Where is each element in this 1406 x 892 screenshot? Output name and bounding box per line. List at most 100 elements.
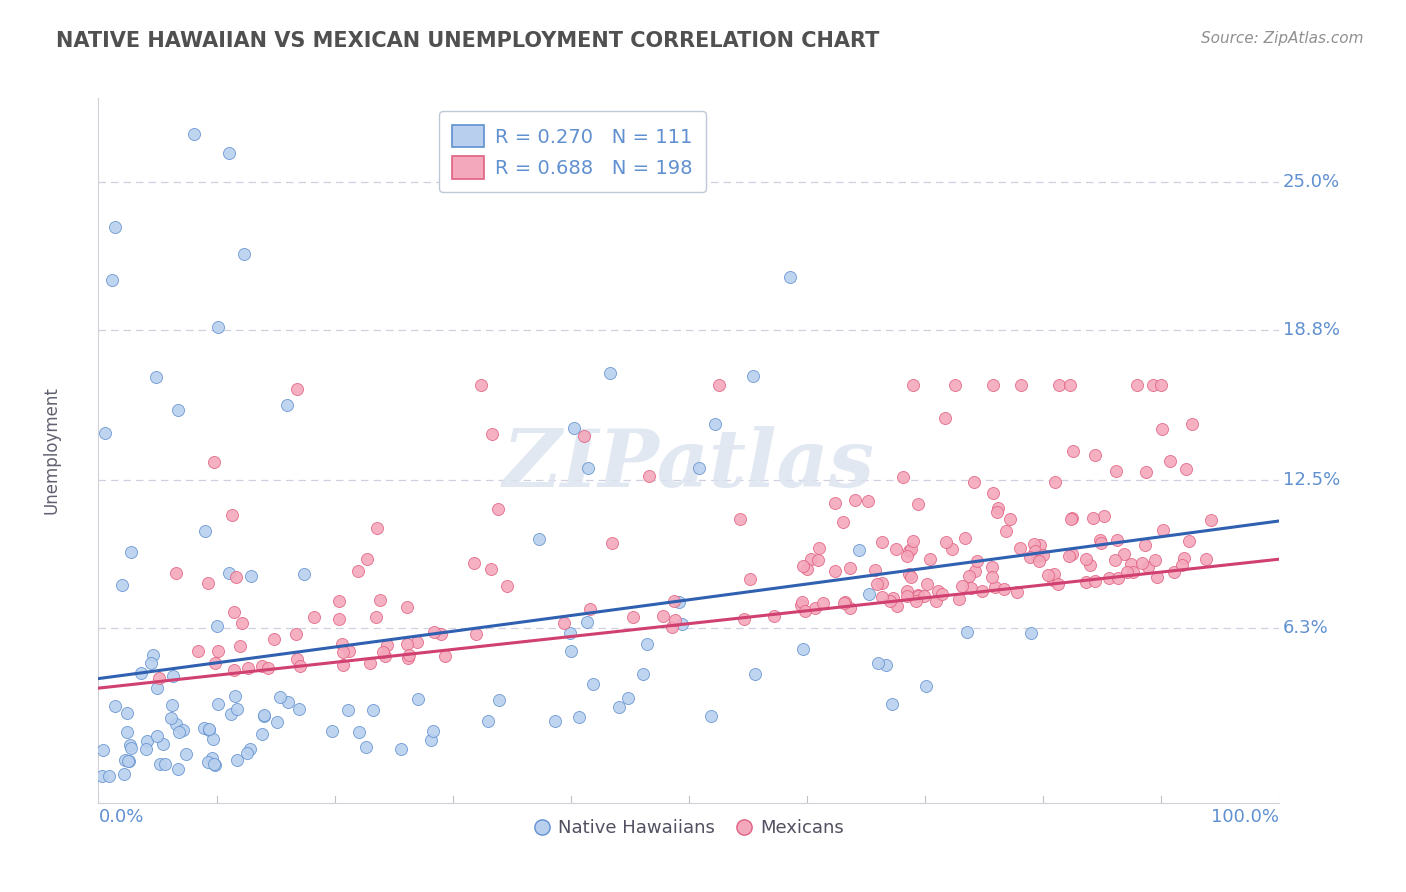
- Point: [1177, 534, 1199, 549]
- Point: [101, 272, 124, 286]
- Point: [807, 553, 830, 567]
- Point: [202, 455, 225, 469]
- Point: [927, 584, 949, 599]
- Point: [349, 725, 371, 739]
- Text: 12.5%: 12.5%: [1284, 471, 1340, 490]
- Point: [792, 642, 814, 657]
- Point: [907, 497, 929, 511]
- Point: [1171, 558, 1194, 573]
- Point: [981, 486, 1004, 500]
- Point: [266, 714, 288, 729]
- Point: [396, 637, 419, 651]
- Point: [572, 429, 595, 443]
- Point: [197, 576, 219, 591]
- Point: [834, 594, 856, 608]
- Point: [321, 723, 343, 738]
- Point: [463, 556, 485, 570]
- Point: [993, 582, 1015, 597]
- Point: [891, 470, 914, 484]
- Point: [225, 753, 247, 767]
- Point: [662, 593, 685, 607]
- Point: [374, 648, 396, 663]
- Text: 100.0%: 100.0%: [1212, 808, 1279, 826]
- Point: [995, 524, 1018, 539]
- Point: [912, 590, 935, 604]
- Point: [1010, 541, 1032, 555]
- Point: [794, 604, 817, 618]
- Point: [368, 593, 391, 607]
- Point: [167, 402, 190, 417]
- Point: [568, 710, 591, 724]
- Point: [621, 609, 644, 624]
- Point: [205, 619, 228, 633]
- Point: [636, 637, 658, 651]
- Point: [114, 753, 136, 767]
- Point: [1133, 538, 1156, 552]
- Point: [617, 691, 640, 706]
- Point: [430, 626, 453, 640]
- Point: [135, 733, 157, 747]
- Point: [1144, 553, 1167, 567]
- Point: [661, 620, 683, 634]
- Point: [363, 703, 385, 717]
- Point: [222, 663, 245, 677]
- Point: [239, 742, 262, 756]
- Point: [844, 493, 866, 508]
- Point: [396, 600, 419, 615]
- Point: [838, 601, 860, 615]
- Point: [356, 739, 378, 754]
- Point: [896, 589, 918, 603]
- Point: [98, 768, 121, 782]
- Point: [579, 602, 602, 616]
- Point: [668, 595, 690, 609]
- Point: [204, 757, 226, 772]
- Point: [336, 703, 359, 717]
- Text: Source: ZipAtlas.com: Source: ZipAtlas.com: [1201, 31, 1364, 46]
- Point: [700, 709, 723, 723]
- Point: [1098, 572, 1121, 586]
- Point: [741, 368, 763, 383]
- Point: [1105, 533, 1128, 547]
- Text: Unemployment: Unemployment: [42, 386, 60, 515]
- Point: [201, 732, 224, 747]
- Point: [838, 561, 860, 575]
- Point: [1005, 585, 1028, 599]
- Point: [162, 669, 184, 683]
- Point: [1043, 567, 1066, 582]
- Point: [477, 714, 499, 728]
- Point: [169, 724, 191, 739]
- Point: [231, 616, 253, 631]
- Point: [153, 757, 176, 772]
- Point: [931, 587, 953, 601]
- Point: [269, 690, 291, 704]
- Point: [1107, 571, 1129, 585]
- Point: [866, 656, 889, 670]
- Point: [389, 742, 412, 756]
- Point: [575, 615, 598, 629]
- Point: [332, 637, 354, 651]
- Point: [222, 605, 245, 619]
- Point: [1130, 557, 1153, 571]
- Point: [920, 552, 942, 566]
- Point: [252, 727, 274, 741]
- Point: [263, 632, 285, 646]
- Point: [886, 599, 908, 613]
- Point: [941, 541, 963, 556]
- Point: [284, 627, 307, 641]
- Text: 0.0%: 0.0%: [98, 808, 143, 826]
- Point: [651, 609, 673, 624]
- Point: [866, 576, 889, 591]
- Point: [870, 591, 893, 605]
- Point: [118, 754, 141, 768]
- Point: [1019, 626, 1042, 640]
- Point: [1126, 377, 1149, 392]
- Point: [253, 709, 276, 723]
- Point: [328, 593, 350, 607]
- Point: [970, 584, 993, 599]
- Point: [560, 644, 582, 658]
- Point: [903, 533, 925, 548]
- Point: [159, 711, 181, 725]
- Point: [728, 512, 751, 526]
- Text: 18.8%: 18.8%: [1284, 321, 1340, 339]
- Point: [174, 747, 197, 761]
